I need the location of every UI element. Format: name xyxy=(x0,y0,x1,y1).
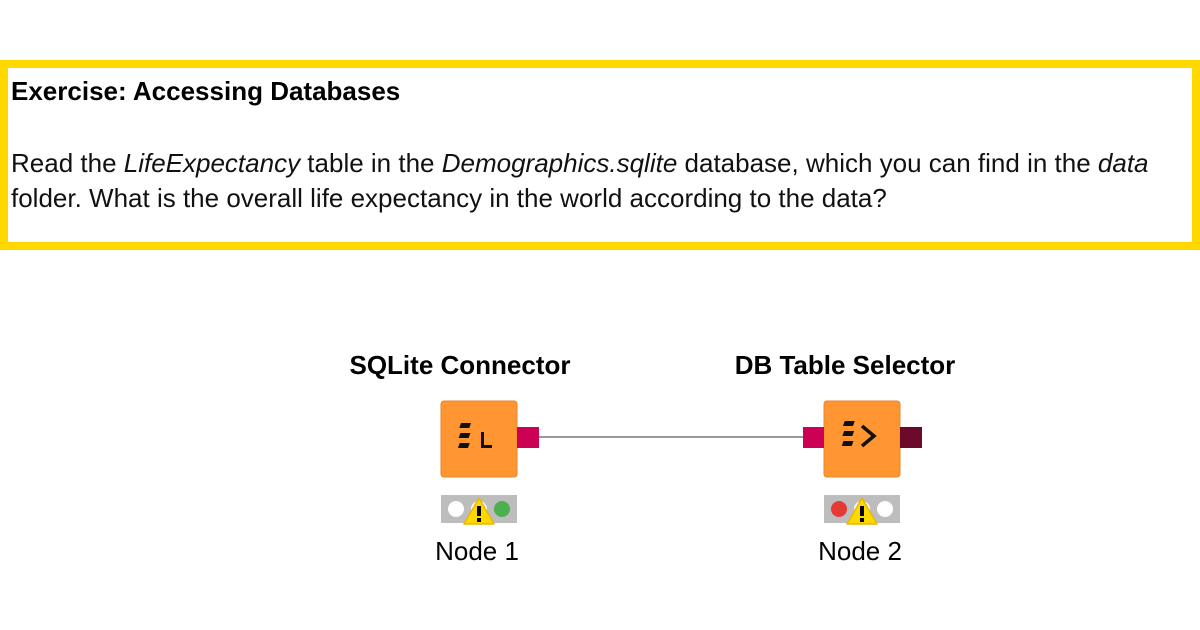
node-label[interactable]: Node 2 xyxy=(818,536,902,566)
node-title: SQLite Connector xyxy=(349,350,570,380)
text: Read the xyxy=(11,148,124,178)
status-light xyxy=(494,501,510,517)
icon-glyph xyxy=(841,421,877,448)
node-icon[interactable] xyxy=(823,400,901,478)
text: table in the xyxy=(300,148,442,178)
annotation-body: Read the LifeExpectancy table in the Dem… xyxy=(11,146,1186,216)
input-port[interactable] xyxy=(803,427,824,448)
text: database, which you can find in the xyxy=(677,148,1098,178)
text-italic: LifeExpectancy xyxy=(123,148,301,178)
node-icon[interactable] xyxy=(440,400,518,478)
node-label[interactable]: Node 1 xyxy=(435,536,519,566)
output-port[interactable] xyxy=(900,427,922,448)
output-port[interactable] xyxy=(517,427,539,448)
text: folder. What is the overall life expecta… xyxy=(11,183,887,213)
node-title: DB Table Selector xyxy=(735,350,956,380)
annotation: Exercise: Accessing Databases Read the L… xyxy=(0,60,1200,250)
status-light xyxy=(877,501,893,517)
text-italic: Demographics.sqlite xyxy=(441,148,678,178)
icon-glyph xyxy=(457,423,492,448)
text-italic: data xyxy=(1097,148,1149,178)
status-light xyxy=(831,501,847,517)
status-light xyxy=(448,501,464,517)
annotation-title: Exercise: Accessing Databases xyxy=(11,76,401,106)
